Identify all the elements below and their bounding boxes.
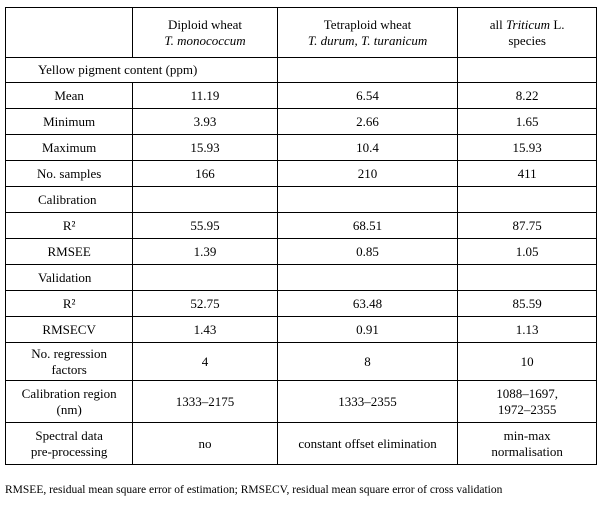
cell-tetraploid: 1333–2355 (276, 380, 459, 423)
table-row-regression-factors: No. regression factors 4 8 10 (4, 342, 597, 381)
cell-all: 15.93 (457, 134, 597, 161)
cell-all: 8.22 (457, 82, 597, 109)
cell-diploid: 166 (132, 160, 278, 187)
table-row-spectral-preprocessing: Spectral data pre-processing no constant … (4, 422, 597, 465)
cell-diploid: 1.39 (132, 238, 278, 265)
section-label: Calibration (4, 186, 134, 213)
empty-cell (132, 186, 278, 213)
cell-tetraploid: constant offset elimination (276, 422, 459, 465)
cell-tetraploid: 68.51 (276, 212, 459, 239)
cell-all: 1.13 (457, 316, 597, 343)
cell-all: 1.65 (457, 108, 597, 135)
table-row-calibration-r2: R² 55.95 68.51 87.75 (4, 212, 597, 239)
row-label: Mean (4, 82, 134, 109)
section-row-calibration: Calibration (4, 186, 597, 213)
header-diploid: Diploid wheat T. monococcum (132, 7, 278, 58)
empty-cell (457, 264, 597, 291)
row-label: Maximum (4, 134, 134, 161)
section-row-validation: Validation (4, 264, 597, 291)
section-row-yellow-pigment: Yellow pigment content (ppm) (5, 57, 597, 83)
header-all-species: all Triticum L. species (457, 7, 597, 58)
row-label: Minimum (4, 108, 134, 135)
table-row-validation-r2: R² 52.75 63.48 85.59 (4, 290, 597, 317)
section-label: Yellow pigment content (ppm) (5, 57, 278, 83)
row-label: No. samples (4, 160, 134, 187)
table-footnote: RMSEE, residual mean square error of est… (5, 484, 503, 496)
empty-cell (276, 186, 459, 213)
cell-diploid: 1.43 (132, 316, 278, 343)
row-label: R² (4, 212, 134, 239)
row-label: RMSEE (4, 238, 134, 265)
row-label: Spectral data pre-processing (4, 422, 134, 465)
cell-tetraploid: 63.48 (276, 290, 459, 317)
cell-diploid: 11.19 (132, 82, 278, 109)
cell-tetraploid: 0.85 (276, 238, 459, 265)
row-label: No. regression factors (4, 342, 134, 381)
table-row-rmsee: RMSEE 1.39 0.85 1.05 (4, 238, 597, 265)
cell-diploid: no (132, 422, 278, 465)
empty-cell (276, 57, 459, 83)
section-label: Validation (4, 264, 134, 291)
cell-tetraploid: 8 (276, 342, 459, 381)
empty-cell (457, 186, 597, 213)
table-row-calibration-region: Calibration region (nm) 1333–2175 1333–23… (4, 380, 597, 423)
cell-tetraploid: 0.91 (276, 316, 459, 343)
cell-tetraploid: 210 (276, 160, 459, 187)
cell-all: 85.59 (457, 290, 597, 317)
cell-all: 87.75 (457, 212, 597, 239)
header-empty-cell (4, 7, 134, 58)
cell-all: 1088–1697, 1972–2355 (457, 380, 597, 423)
cell-diploid: 4 (132, 342, 278, 381)
header-tetraploid: Tetraploid wheat T. durum, T. turanicum (276, 7, 459, 58)
table-row-samples: No. samples 166 210 411 (4, 160, 597, 187)
table-row-rmsecv: RMSECV 1.43 0.91 1.13 (4, 316, 597, 343)
cell-tetraploid: 6.54 (276, 82, 459, 109)
cell-all: min-max normalisation (457, 422, 597, 465)
cell-diploid: 55.95 (132, 212, 278, 239)
cell-all: 1.05 (457, 238, 597, 265)
cell-diploid: 15.93 (132, 134, 278, 161)
empty-cell (132, 264, 278, 291)
cell-all: 411 (457, 160, 597, 187)
cell-diploid: 1333–2175 (132, 380, 278, 423)
cell-tetraploid: 10.4 (276, 134, 459, 161)
empty-cell (276, 264, 459, 291)
row-label: Calibration region (nm) (4, 380, 134, 423)
table-row-minimum: Minimum 3.93 2.66 1.65 (4, 108, 597, 135)
row-label: R² (4, 290, 134, 317)
cell-diploid: 52.75 (132, 290, 278, 317)
results-table: Diploid wheat T. monococcum Tetraploid wh… (4, 7, 597, 465)
table-row-mean: Mean 11.19 6.54 8.22 (4, 82, 597, 109)
header-row: Diploid wheat T. monococcum Tetraploid wh… (4, 7, 597, 58)
cell-diploid: 3.93 (132, 108, 278, 135)
cell-tetraploid: 2.66 (276, 108, 459, 135)
row-label: RMSECV (4, 316, 134, 343)
table-row-maximum: Maximum 15.93 10.4 15.93 (4, 134, 597, 161)
empty-cell (457, 57, 597, 83)
cell-all: 10 (457, 342, 597, 381)
